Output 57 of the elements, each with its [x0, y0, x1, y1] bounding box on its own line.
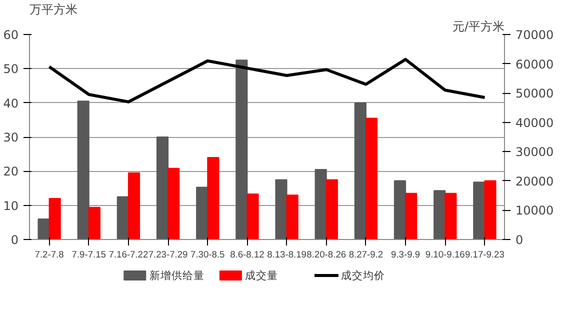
bar	[207, 157, 220, 240]
x-tick-label: 9.10-9.16	[425, 250, 465, 260]
y-tick-label: 0	[10, 233, 19, 247]
y-tick-label: 60	[3, 28, 19, 42]
legend-label: 成交量	[245, 269, 278, 282]
bar	[394, 180, 406, 240]
x-tick-label: 7.9-7.15	[72, 250, 106, 260]
y-tick-label: 20	[3, 164, 19, 179]
y2-tick-label: 30000	[516, 145, 554, 160]
bar	[434, 190, 446, 240]
bar	[365, 118, 378, 240]
bar	[444, 192, 457, 240]
y-tick-label: 10	[3, 198, 19, 213]
y2-tick-label: 60000	[516, 57, 554, 72]
x-tick-label: 7.16-7.22	[108, 250, 148, 260]
x-tick-label: 7.23-7.29	[148, 250, 188, 260]
bar	[156, 136, 169, 240]
y2-tick-label: 10000	[516, 204, 554, 218]
legend-label: 新增供给量	[149, 269, 204, 282]
y2-tick-label: 0	[516, 233, 524, 247]
bar	[314, 168, 327, 240]
bar	[405, 192, 418, 240]
y2-tick-label: 40000	[516, 116, 554, 130]
y2-tick-label: 70000	[516, 28, 554, 42]
x-tick-label: 7.30-8.5	[190, 250, 225, 260]
x-tick-label: 9.17-9.23	[465, 250, 504, 260]
y2-tick-label: 50000	[516, 86, 554, 101]
bar	[38, 218, 50, 240]
x-tick-label: 8.6-8.12	[230, 250, 264, 260]
bar	[473, 182, 486, 240]
bar	[116, 196, 129, 240]
bar	[354, 102, 366, 240]
bar	[77, 100, 90, 240]
y2-axis-title: 元/平方米	[452, 20, 505, 34]
bar	[168, 168, 180, 240]
y2-tick-label: 20000	[516, 174, 554, 188]
bar	[128, 172, 140, 240]
bar	[286, 194, 298, 240]
bar	[236, 60, 248, 240]
x-tick-label: 8.13-8.19	[267, 250, 307, 260]
bar	[48, 198, 61, 240]
y-tick-label: 30	[3, 130, 19, 144]
legend-label: 成交均价	[340, 269, 385, 282]
bar	[275, 179, 288, 240]
bar	[484, 180, 496, 240]
x-tick-label: 7.2-7.8	[34, 250, 64, 260]
line-series	[48, 58, 486, 104]
x-tick-label: 8.27-9.2	[348, 250, 384, 260]
x-tick-label: 9.3-9.9	[391, 250, 420, 260]
y-tick-label: 40	[3, 96, 19, 110]
bar	[246, 194, 259, 240]
y-tick-label: 50	[3, 62, 19, 76]
bar	[88, 206, 100, 240]
bar	[326, 179, 338, 240]
x-tick-label: 8.20-8.26	[306, 250, 346, 260]
bar	[196, 186, 208, 240]
y-axis-title: 万平方米	[30, 2, 78, 16]
